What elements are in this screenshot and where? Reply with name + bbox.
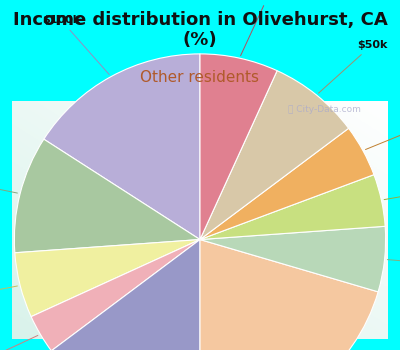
Text: $125k: $125k — [0, 286, 18, 306]
Wedge shape — [31, 239, 200, 350]
Wedge shape — [200, 71, 349, 239]
Wedge shape — [200, 54, 277, 239]
Wedge shape — [44, 54, 200, 239]
Text: ⓘ City-Data.com: ⓘ City-Data.com — [288, 105, 361, 114]
Text: $50k: $50k — [318, 40, 387, 93]
Text: Income distribution in Olivehurst, CA
(%): Income distribution in Olivehurst, CA (%… — [13, 10, 387, 49]
Wedge shape — [14, 139, 200, 253]
Text: $10k: $10k — [0, 173, 18, 193]
Wedge shape — [200, 175, 385, 239]
Text: Other residents: Other residents — [140, 70, 260, 85]
Wedge shape — [200, 128, 374, 239]
Wedge shape — [15, 239, 200, 317]
Text: $100k: $100k — [42, 15, 109, 75]
Wedge shape — [51, 239, 200, 350]
Text: $200k: $200k — [387, 260, 400, 271]
Text: $40k: $40k — [384, 181, 400, 200]
Wedge shape — [200, 226, 386, 292]
Text: $20k: $20k — [0, 335, 38, 350]
Text: $60k: $60k — [241, 0, 284, 56]
Wedge shape — [200, 239, 378, 350]
Text: $150k: $150k — [366, 115, 400, 149]
